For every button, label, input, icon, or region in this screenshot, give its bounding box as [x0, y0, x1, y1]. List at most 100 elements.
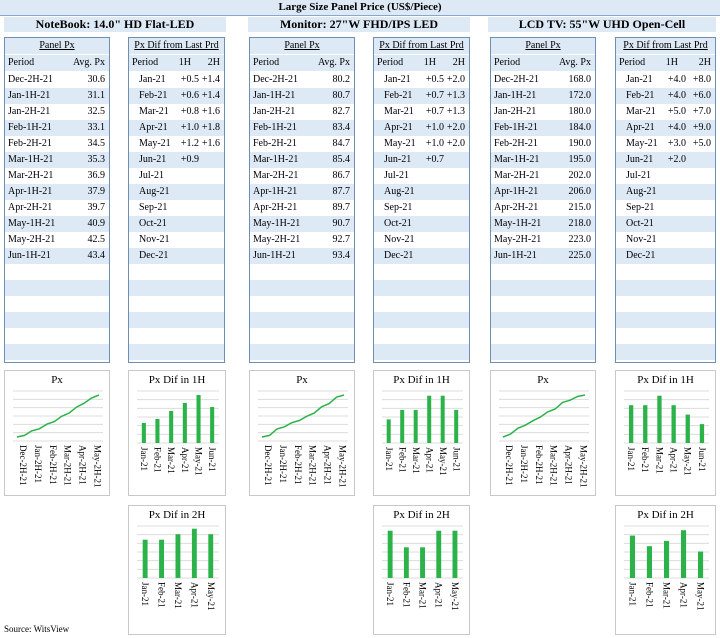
table-row: Jan-2H-21 82.7	[250, 104, 354, 120]
table-row: Nov-21	[374, 232, 469, 248]
period-cell: Jul-21	[626, 170, 651, 181]
bar	[387, 530, 393, 578]
bar	[155, 419, 160, 443]
x-tick-label: Apr-21	[424, 447, 434, 473]
period-cell: Feb-1H-21	[494, 122, 538, 133]
dif-1h-cell: +0.5	[425, 74, 444, 85]
period-cell: Dec-21	[139, 250, 169, 261]
table-header-label: Px Dif from Last Prd	[623, 40, 708, 51]
period-cell: Mar-2H-21	[8, 170, 54, 181]
x-tick-label: Mar-21	[662, 582, 672, 609]
table-row: Apr-21 +1.0 +2.0	[374, 120, 469, 136]
period-cell: Jun-1H-21	[253, 250, 296, 261]
table-row	[616, 280, 715, 296]
table-row: Jan-2H-21 32.5	[5, 104, 109, 120]
table-row	[374, 344, 469, 360]
table-row: Feb-21 +0.6 +1.4	[129, 88, 224, 104]
price-cell: 83.4	[332, 122, 351, 133]
x-tick-label: May-21	[696, 582, 706, 611]
period-cell: Mar-2H-21	[253, 170, 299, 181]
chart-title: Px	[51, 374, 63, 386]
column-header-row: Period 1H 2H	[374, 55, 469, 71]
table-row	[491, 264, 595, 280]
bar	[400, 409, 405, 443]
table-row	[491, 296, 595, 312]
dif-1h-cell: +4.0	[667, 122, 686, 133]
table-row: Apr-2H-21 39.7	[5, 200, 109, 216]
table-row	[5, 296, 109, 312]
period-cell: Mar-21	[626, 106, 656, 117]
bar	[440, 395, 445, 443]
x-tick-label: Mar-2H-21	[549, 445, 559, 486]
table-row	[374, 280, 469, 296]
price-cell: 168.0	[568, 74, 592, 85]
table-row: Apr-21 +4.0 +9.0	[616, 120, 715, 136]
period-cell: Feb-21	[139, 90, 168, 101]
dif-2h-cell: +1.6	[201, 138, 220, 149]
table-row: Jan-21 +0.5 +1.4	[129, 72, 224, 88]
table-row: Dec-2H-21 168.0	[491, 72, 595, 88]
table-row: Sep-21	[374, 200, 469, 216]
table-row: May-1H-21 90.7	[250, 216, 354, 232]
price-cell: 223.0	[568, 234, 592, 245]
x-tick-label: Jan-21	[626, 447, 636, 471]
price-cell: 33.1	[87, 122, 106, 133]
dif-1h-cell: +1.0	[425, 122, 444, 133]
table-header-label: Px Dif from Last Prd	[379, 40, 464, 51]
period-cell: Apr-21	[626, 122, 655, 133]
column-header-period: Period	[619, 57, 646, 68]
dif-2h-cell: +7.0	[692, 106, 711, 117]
period-cell: Nov-21	[384, 234, 415, 245]
bar	[142, 539, 148, 578]
table-row	[374, 296, 469, 312]
table-row: Aug-21	[129, 184, 224, 200]
bar	[159, 539, 164, 578]
period-cell: Jan-1H-21	[494, 90, 537, 101]
chart-plot: Dec-2H-21 Jan-2H-21 Feb-2H-21 Mar-2H-21 Apr-…	[499, 390, 589, 488]
bar	[208, 534, 214, 578]
chart-plot: Dec-2H-21 Jan-2H-21 Feb-2H-21 Mar-2H-21 Apr-…	[258, 390, 348, 488]
period-cell: May-1H-21	[8, 218, 56, 229]
bar	[436, 530, 442, 578]
period-cell: Oct-21	[384, 218, 412, 229]
chart-dif-1h: Px Dif in 1H Jan-21 Feb-21 Mar-21 Apr-21 May-…	[615, 370, 716, 496]
price-cell: 34.5	[87, 138, 106, 149]
x-tick-label: Feb-21	[640, 447, 650, 473]
dif-2h-cell: +5.0	[692, 138, 711, 149]
dif-1h-cell: +1.2	[180, 138, 199, 149]
period-cell: Jan-21	[626, 74, 653, 85]
x-tick-label: Feb-21	[645, 582, 655, 608]
dif-2h-cell: +1.4	[201, 74, 220, 85]
period-cell: Jan-2H-21	[253, 106, 296, 117]
column-header-avg: Avg. Px	[558, 57, 591, 68]
bar	[169, 411, 174, 443]
table-row: Jan-1H-21 80.7	[250, 88, 354, 104]
dif-1h-cell: +4.0	[667, 74, 686, 85]
table-row: Oct-21	[129, 216, 224, 232]
table-row: Mar-1H-21 85.4	[250, 152, 354, 168]
table-row	[5, 312, 109, 328]
bar	[403, 547, 409, 578]
table-row	[250, 312, 354, 328]
bar	[681, 530, 687, 578]
chart-plot: Jan-21 Feb-21 Mar-21 Apr-21 May-21	[382, 525, 463, 611]
chart-title: Px Dif in 2H	[393, 509, 450, 521]
period-cell: Feb-21	[626, 90, 655, 101]
table-row: Oct-21	[374, 216, 469, 232]
chart-dif-2h: Px Dif in 2H Jan-21 Feb-21 Mar-21 Apr-21 May-…	[615, 505, 716, 635]
table-row: Mar-2H-21 36.9	[5, 168, 109, 184]
chart-dif-2h: Px Dif in 2H Jan-21 Feb-21 Mar-21 Apr-21 May-…	[128, 505, 226, 635]
column-header-row: Period Avg. Px	[5, 55, 109, 71]
table-row: Nov-21	[129, 232, 224, 248]
x-tick-label: Feb-2H-21	[48, 445, 58, 485]
table-row: May-21 +1.0 +2.0	[374, 136, 469, 152]
table-header: Px Dif from Last Prd	[374, 38, 469, 54]
table-header-label: Panel Px	[39, 40, 75, 51]
product-title-monitor: Monitor: 27"W FHD/IPS LED	[248, 17, 470, 32]
table-row	[250, 328, 354, 344]
bar	[643, 405, 648, 443]
x-tick-label: Apr-21	[180, 447, 190, 473]
period-cell: May-2H-21	[253, 234, 301, 245]
period-cell: Apr-2H-21	[494, 202, 539, 213]
price-cell: 92.7	[332, 234, 351, 245]
